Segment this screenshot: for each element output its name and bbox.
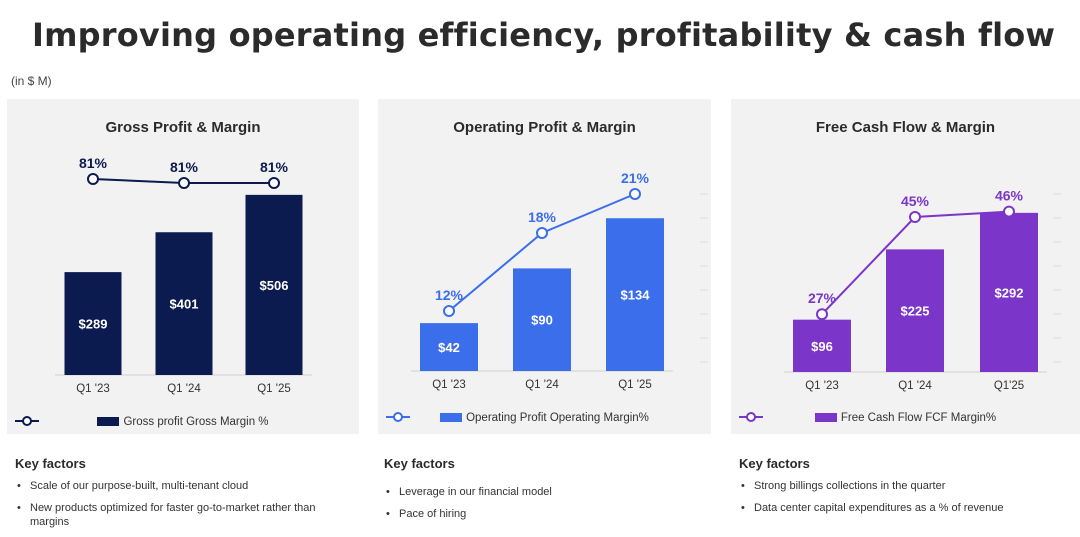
- legend-bar-swatch: [814, 413, 837, 423]
- key-factors-fcf: Key factors Strong billings collections …: [739, 456, 1074, 523]
- legend-bar-label: Operating Profit: [466, 412, 547, 424]
- key-factor-item: Data center capital expenditures as a % …: [739, 501, 1074, 515]
- margin-value-label: 45%: [901, 193, 930, 209]
- key-factor-item: Leverage in our financial model: [384, 485, 714, 499]
- bar: [155, 232, 213, 375]
- margin-value-label: 46%: [995, 188, 1024, 204]
- bar: [606, 218, 664, 371]
- legend-line-marker: [15, 416, 39, 426]
- margin-point: [1003, 205, 1015, 218]
- bar: [513, 268, 571, 371]
- legend-line-label: Operating Margin%: [549, 412, 649, 424]
- gross-profit-chart: $289 Q1 '23 $401 Q1 '24 $506 Q1 '25 81% 81% 81%: [55, 155, 312, 395]
- x-tick-label: Q1 '25: [257, 383, 291, 395]
- key-factor-item: Pace of hiring: [384, 507, 714, 521]
- margin-value-label: 81%: [79, 155, 108, 171]
- bar: [980, 212, 1038, 372]
- margin-point: [909, 211, 921, 223]
- x-tick-label: Q1'25: [994, 380, 1024, 392]
- bar-value-label: $292: [995, 285, 1024, 300]
- margin-value-label: 18%: [528, 209, 557, 225]
- key-factors-operating: Key factors Leverage in our financial mo…: [384, 456, 714, 529]
- legend-line-marker: [739, 412, 763, 422]
- x-tick-label: Q1 '24: [167, 383, 201, 395]
- x-tick-label: Q1 '23: [805, 380, 839, 392]
- x-tick-label: Q1 '24: [898, 380, 932, 392]
- free-cash-flow-panel: Free Cash Flow & Margin $96 Q1 '23 $225 Q1 …: [731, 99, 1080, 434]
- margin-point: [536, 227, 548, 239]
- margin-value-label: 81%: [260, 159, 289, 175]
- legend-line-label: FCF Margin%: [925, 412, 997, 424]
- key-factor-item: Strong billings collections in the quart…: [739, 479, 1074, 493]
- x-tick-label: Q1 '23: [76, 383, 110, 395]
- bar: [245, 194, 303, 375]
- gross-profit-panel: Gross Profit & Margin $289 Q1 '23 $401 Q1 '…: [7, 99, 359, 434]
- bar-value-label: $96: [811, 339, 833, 354]
- operating-profit-chart: $42 Q1 '23 $90 Q1 '24 $134 Q1 '25 12% 18% 21%: [411, 170, 708, 391]
- bar-value-label: $506: [260, 278, 289, 293]
- key-factors-gross: Key factors Scale of our purpose-built, …: [15, 456, 355, 537]
- x-tick-label: Q1 '23: [432, 379, 466, 391]
- units-label: (in $ M): [11, 74, 52, 88]
- bar-value-label: $401: [170, 297, 199, 312]
- legend-bar-label: Free Cash Flow: [840, 412, 923, 424]
- margin-point: [816, 308, 828, 321]
- legend-line-label: Gross Margin %: [186, 416, 269, 428]
- chart-title: Operating Profit & Margin: [453, 119, 636, 136]
- key-factors-heading: Key factors: [384, 456, 455, 471]
- page-title: Improving operating efficiency, profitab…: [32, 16, 1056, 54]
- bar: [793, 319, 851, 372]
- margin-point: [87, 173, 99, 185]
- key-factors-heading: Key factors: [739, 456, 810, 471]
- margin-point: [178, 177, 190, 189]
- margin-point: [443, 305, 455, 317]
- legend-bar-label: Gross profit: [123, 416, 183, 428]
- bar-value-label: $90: [531, 313, 553, 328]
- bar-value-label: $289: [79, 317, 108, 332]
- margin-point: [629, 188, 641, 200]
- margin-point: [268, 177, 280, 189]
- chart-legend: Free Cash Flow FCF Margin%: [731, 412, 1080, 424]
- bar-value-label: $134: [621, 288, 651, 303]
- key-factor-item: Scale of our purpose-built, multi-tenant…: [15, 479, 355, 493]
- key-factors-heading: Key factors: [15, 456, 86, 471]
- margin-value-label: 12%: [435, 287, 464, 303]
- key-factor-item: New products optimized for faster go-to-…: [15, 501, 355, 529]
- bar: [420, 323, 478, 371]
- bar-value-label: $42: [438, 340, 460, 355]
- x-tick-label: Q1 '25: [618, 379, 652, 391]
- chart-title: Free Cash Flow & Margin: [815, 119, 996, 136]
- legend-bar-swatch: [97, 417, 120, 427]
- margin-value-label: 81%: [170, 159, 199, 175]
- bar: [886, 249, 944, 372]
- legend-line-marker: [386, 412, 410, 422]
- chart-legend: Operating Profit Operating Margin%: [378, 412, 711, 424]
- chart-title: Gross Profit & Margin: [105, 119, 261, 136]
- margin-value-label: 21%: [621, 170, 650, 186]
- legend-bar-swatch: [440, 413, 463, 423]
- bar: [64, 272, 122, 375]
- bar-value-label: $225: [901, 304, 930, 319]
- margin-value-label: 27%: [808, 290, 837, 306]
- chart-legend: Gross profit Gross Margin %: [7, 416, 359, 428]
- x-tick-label: Q1 '24: [525, 379, 559, 391]
- free-cash-flow-chart: $96 Q1 '23 $225 Q1 '24 $292 Q1'25 27% 45% 46%: [784, 188, 1061, 392]
- operating-profit-panel: Operating Profit & Margin $42 Q1 '23 $90 Q1…: [378, 99, 711, 434]
